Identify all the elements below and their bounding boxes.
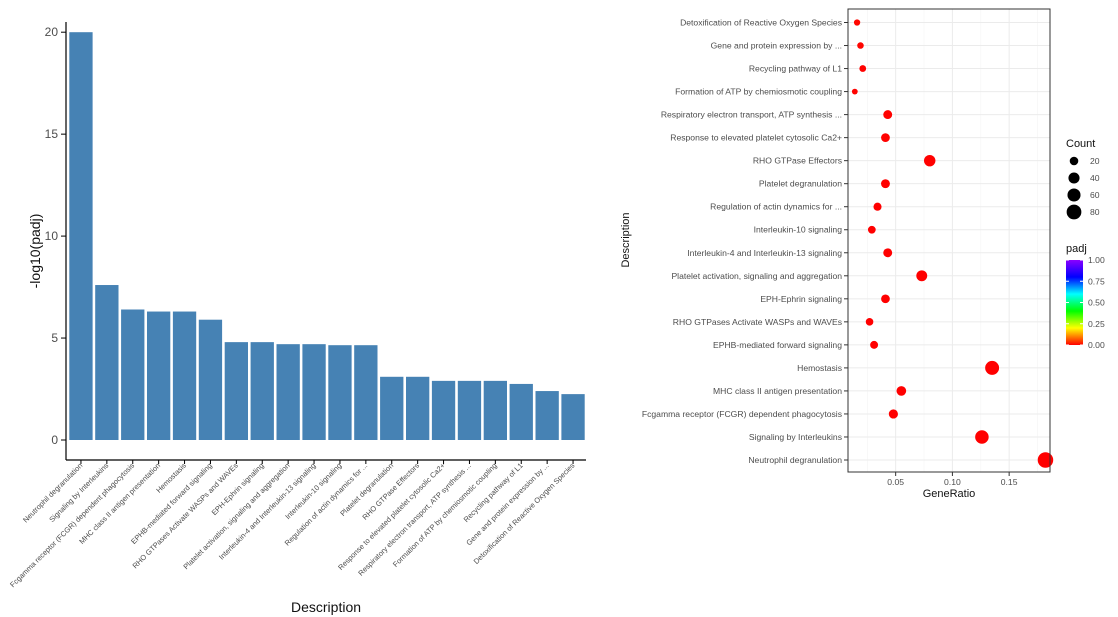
bar-y-tick-label: 10 (45, 229, 59, 243)
dot-y-tick-label: RHO GTPases Activate WASPs and WAVEs (673, 317, 842, 327)
dot-y-tick-label: Recycling pathway of L1 (749, 64, 842, 74)
dot-point (916, 270, 928, 282)
dot-y-tick-label: Regulation of actin dynamics for ... (710, 202, 842, 212)
dot-y-tick-label: Response to elevated platelet cytosolic … (670, 133, 842, 143)
bar (69, 32, 93, 440)
dot-y-tick-label: Platelet activation, signaling and aggre… (671, 271, 842, 281)
size-legend: Count 20 40 60 80 (1066, 138, 1100, 220)
color-legend-label: 0.00 (1088, 340, 1105, 350)
dot-y-tick-label: EPHB-mediated forward signaling (713, 340, 842, 350)
bar-y-tick-label: 20 (45, 25, 59, 39)
dot-point (881, 294, 890, 304)
size-legend-label: 80 (1090, 207, 1100, 217)
color-legend-title: padj (1066, 243, 1087, 255)
bar (431, 380, 456, 440)
dot-point (853, 19, 861, 26)
dot-y-axis-title: Description (620, 212, 632, 267)
color-legend: padj 0.00 0.25 0.50 0.75 1.00 (1066, 243, 1105, 350)
bar (198, 319, 223, 440)
dot-y-tick-label: Respiratory electron transport, ATP synt… (661, 110, 842, 120)
dot-point (881, 133, 890, 142)
size-legend-title: Count (1066, 138, 1095, 150)
bar (146, 311, 171, 440)
dot-point (873, 202, 882, 211)
bar (380, 376, 404, 440)
bar (561, 394, 585, 440)
dot-chart: Detoxification of Reactive Oxygen Specie… (620, 8, 1105, 500)
dot-panel-background (848, 9, 1050, 472)
bar-marks (69, 32, 585, 440)
dot-point (883, 110, 893, 120)
dot-y-tick-label: Fcgamma receptor (FCGR) dependent phagoc… (642, 409, 842, 419)
dot-point (857, 42, 864, 49)
color-legend-label: 0.50 (1088, 298, 1105, 308)
bar (535, 391, 559, 440)
dot-marks (851, 19, 1054, 468)
size-legend-label: 40 (1090, 173, 1100, 183)
dot-point (883, 248, 893, 258)
bar-y-tick-label: 15 (45, 127, 59, 141)
dot-panel-border (847, 8, 1051, 473)
dot-x-tick-label: 0.05 (887, 477, 904, 487)
dot-y-tick-label: Signaling by Interleukins (749, 432, 842, 442)
bar (95, 285, 119, 440)
dot-x-tick-label: 0.15 (1001, 477, 1018, 487)
dot-point (865, 318, 874, 326)
size-legend-key (1068, 172, 1080, 184)
bar (224, 342, 248, 440)
bar (276, 344, 300, 440)
dot-point (870, 340, 879, 349)
dot-y-tick-label: Interleukin-10 signaling (754, 225, 843, 235)
bar-y-tick-label: 0 (51, 433, 58, 447)
color-legend-label: 1.00 (1088, 255, 1105, 265)
dot-y-tick-label: Neutrophil degranulation (748, 455, 842, 465)
dot-y-tick-label: Gene and protein expression by ... (711, 41, 842, 51)
dot-point (851, 88, 858, 95)
dot-y-tick-label: MHC class II antigen presentation (713, 386, 842, 396)
bar (302, 344, 326, 440)
dot-point (985, 360, 1000, 375)
dot-point (923, 154, 936, 167)
bar (406, 376, 430, 440)
dot-point (859, 65, 867, 72)
bar (328, 345, 352, 440)
color-legend-label: 0.25 (1088, 319, 1105, 329)
dot-point (896, 386, 907, 396)
bar-y-tick-label: 5 (51, 331, 58, 345)
dot-x-tick-label: 0.10 (944, 477, 961, 487)
dot-y-tick-label: Interleukin-4 and Interleukin-13 signali… (687, 248, 842, 258)
dot-y-tick-label: EPH-Ephrin signaling (760, 294, 842, 304)
bar (457, 380, 482, 440)
bar (509, 383, 533, 440)
bar-y-axis-title: -log10(padj) (27, 214, 43, 289)
bar (121, 309, 145, 440)
bar (483, 380, 507, 440)
dot-point (867, 225, 876, 234)
dot-point (1037, 452, 1054, 468)
color-legend-bar (1066, 260, 1083, 345)
size-legend-key (1067, 188, 1081, 202)
dot-point (888, 409, 898, 419)
color-legend-label: 0.75 (1088, 276, 1105, 286)
dot-y-tick-label: Formation of ATP by chemiosmotic couplin… (675, 87, 842, 97)
dot-y-tick-label: Platelet degranulation (759, 179, 842, 189)
bar (172, 311, 197, 440)
bar (250, 342, 274, 440)
size-legend-label: 20 (1090, 156, 1100, 166)
dot-point (881, 179, 890, 189)
size-legend-key (1066, 204, 1082, 220)
dot-y-tick-label: Hemostasis (797, 363, 842, 373)
dot-point (975, 430, 989, 444)
dot-y-tick-label: Detoxification of Reactive Oxygen Specie… (680, 18, 842, 28)
size-legend-key (1069, 156, 1079, 166)
bar (354, 345, 378, 440)
bar-x-tick-label: Interleukin-4 and Interleukin-13 signali… (217, 461, 317, 561)
bar-x-axis-title: Description (291, 599, 361, 615)
dot-y-tick-label: RHO GTPase Effectors (753, 156, 842, 166)
dot-x-axis-title: GeneRatio (923, 488, 976, 500)
size-legend-label: 60 (1090, 190, 1100, 200)
bar-x-tick-label: Fcgamma receptor (FCGR) dependent phagoc… (8, 461, 136, 589)
